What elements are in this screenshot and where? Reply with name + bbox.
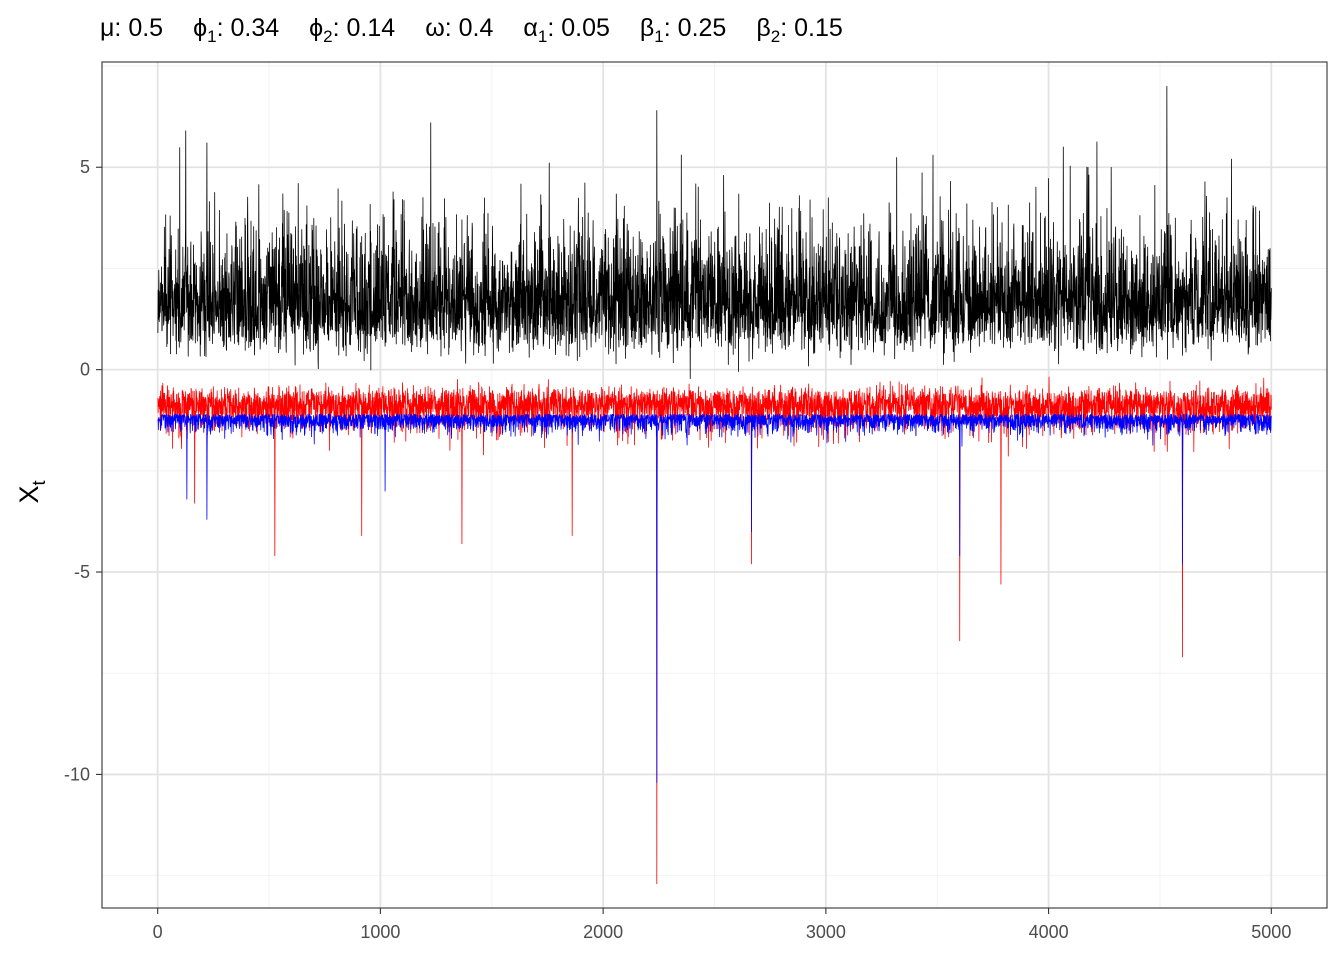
y-axis-label-subscript: t [29, 480, 49, 485]
parameter-label: ϕ2: 0.14 [309, 14, 395, 46]
series-line-2 [157, 376, 1272, 885]
grid-lines [102, 62, 1327, 908]
x-tick-labels: 0 1000 2000 3000 4000 5000 [153, 922, 1292, 942]
parameter-symbol: β [640, 14, 654, 42]
y-tick-label: -5 [74, 562, 90, 582]
parameter-symbol: β [756, 14, 770, 42]
parameter-label: μ: 0.5 [100, 14, 163, 42]
y-tick-label: -10 [64, 764, 90, 784]
x-tick-label: 4000 [1029, 922, 1069, 942]
axis-ticks [96, 166, 1272, 914]
parameter-symbol: μ [100, 14, 114, 42]
parameter-separator: : [780, 14, 794, 42]
parameter-label: ω: 0.4 [425, 14, 493, 42]
parameter-subscript: 1 [538, 27, 547, 46]
series-line-3 [157, 413, 1272, 783]
x-tick-label: 2000 [583, 922, 623, 942]
parameter-value: 0.5 [128, 14, 163, 42]
x-tick-label: 1000 [360, 922, 400, 942]
x-tick-label: 0 [153, 922, 163, 942]
series-line-1 [157, 85, 1272, 380]
parameter-label: β2: 0.15 [756, 14, 842, 46]
y-tick-labels: -10 -5 0 5 [64, 157, 90, 784]
parameter-value: 0.14 [347, 14, 396, 42]
parameter-subscript: 2 [771, 27, 780, 46]
parameter-separator: : [445, 14, 459, 42]
parameter-subscript: 1 [207, 27, 216, 46]
parameter-separator: : [547, 14, 561, 42]
parameter-subscript: 1 [654, 27, 663, 46]
parameter-separator: : [664, 14, 678, 42]
parameter-label: β1: 0.25 [640, 14, 726, 46]
parameter-label: α1: 0.05 [523, 14, 610, 46]
parameter-separator: : [333, 14, 347, 42]
parameter-value: 0.25 [678, 14, 727, 42]
parameter-header: μ: 0.5 ϕ1: 0.34 ϕ2: 0.14 ω: 0.4 α1: 0.05 β1: … [100, 14, 843, 46]
y-axis-label: Xt [14, 480, 49, 503]
y-tick-label: 5 [80, 157, 90, 177]
plot-panel-border [101, 61, 1328, 909]
parameter-symbol: ω [425, 14, 445, 42]
x-tick-label: 3000 [806, 922, 846, 942]
y-tick-label: 0 [80, 360, 90, 380]
parameter-label: ϕ1: 0.34 [193, 14, 279, 46]
series-lines [157, 85, 1272, 885]
parameter-symbol: ϕ [193, 14, 207, 42]
parameter-subscript: 2 [323, 27, 332, 46]
parameter-value: 0.15 [794, 14, 843, 42]
parameter-value: 0.34 [230, 14, 279, 42]
x-tick-label: 5000 [1251, 922, 1291, 942]
y-axis-label-main: X [14, 486, 44, 504]
parameter-value: 0.05 [561, 14, 610, 42]
parameter-symbol: ϕ [309, 14, 323, 42]
parameter-separator: : [217, 14, 231, 42]
parameter-symbol: α [523, 14, 537, 42]
parameter-separator: : [114, 14, 128, 42]
parameter-value: 0.4 [459, 14, 494, 42]
